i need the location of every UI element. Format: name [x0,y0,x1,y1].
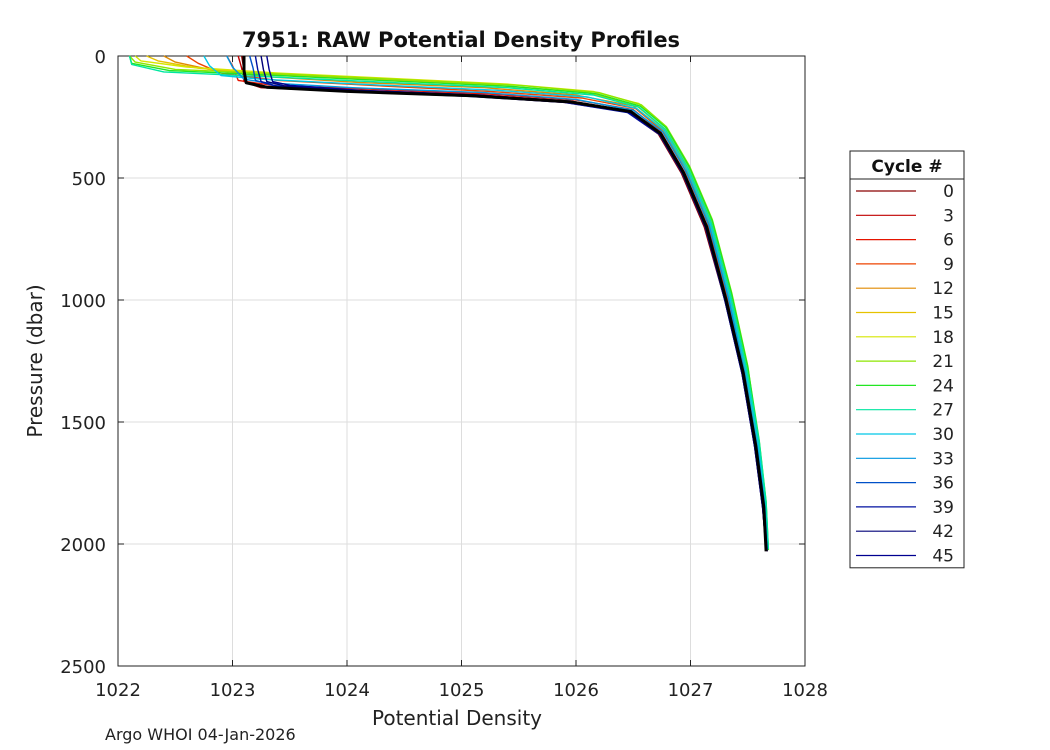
series-group [128,55,770,552]
series-line-latest [242,56,768,552]
axes: 1022 1023 1024 1025 1026 1027 1028 0 500 1000 1500… [60,47,828,701]
x-tick-label: 1025 [439,680,485,701]
series-line-cycle-24 [128,55,770,551]
footer-note: Argo WHOI 04-Jan-2026 [105,725,296,744]
y-tick-label: 500 [72,169,106,190]
legend-entry-label: 0 [943,182,954,202]
legend-entry-label: 21 [932,352,954,372]
y-tick-label: 2000 [60,535,106,556]
legend-entry-label: 45 [932,547,954,567]
legend-box [849,150,965,569]
series-line-cycle-27 [128,55,770,549]
chart-title: 7951: RAW Potential Density Profiles [242,28,680,52]
legend-entry-label: 15 [932,304,954,324]
legend-entry-label: 30 [932,425,954,445]
legend-entry-label: 33 [932,449,954,469]
legend-entry-label: 24 [932,376,954,396]
legend-entry-label: 27 [932,401,954,421]
x-tick-label: 1028 [782,680,828,701]
legend-entry-label: 36 [932,474,954,494]
x-tick-label: 1024 [324,680,370,701]
y-tick-label: 1000 [60,291,106,312]
y-axis-label: Pressure (dbar) [23,284,47,437]
y-tick-label: 1500 [60,413,106,434]
legend-title: Cycle # [871,157,942,177]
legend-entry-label: 3 [943,206,954,226]
legend-entry-label: 42 [932,522,954,542]
x-axis-label: Potential Density [372,706,542,730]
x-tick-label: 1026 [553,680,599,701]
legend-entry-label: 12 [932,279,954,299]
x-tick-label: 1022 [95,680,141,701]
y-tick-label: 2500 [60,657,106,678]
x-tick-label: 1023 [210,680,256,701]
legend-entry-label: 6 [943,231,954,251]
y-tick-label: 0 [95,47,106,68]
series-line-cycle-30 [203,55,768,551]
legend-entry-label: 18 [932,328,954,348]
legend-entry-label: 39 [932,498,954,518]
x-tick-label: 1027 [668,680,714,701]
legend-entry-label: 9 [943,255,954,275]
